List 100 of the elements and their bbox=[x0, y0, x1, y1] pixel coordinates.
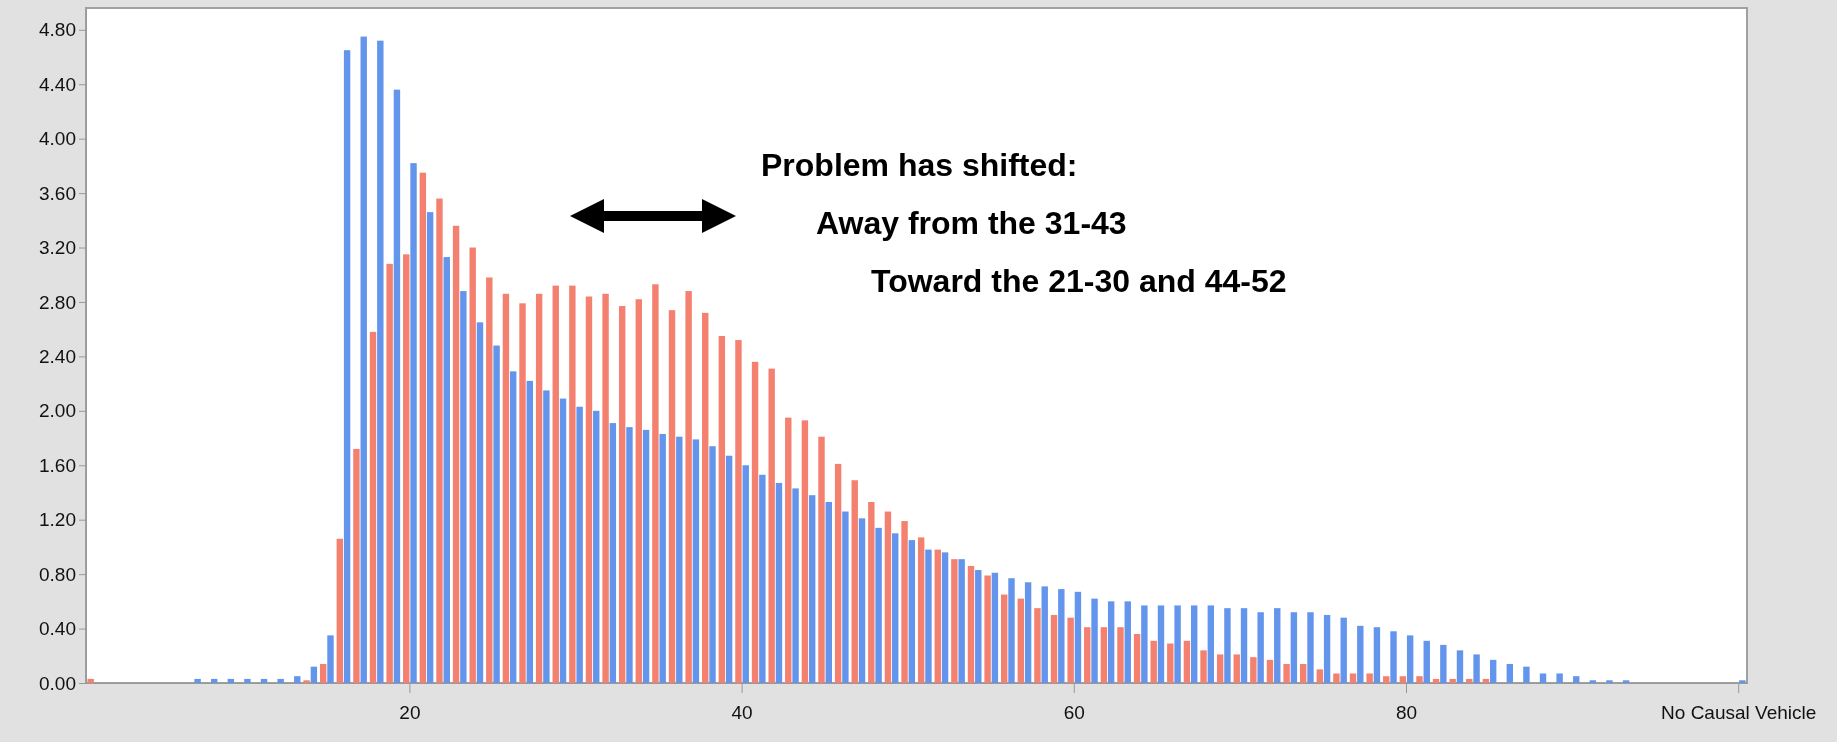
bar bbox=[87, 678, 94, 683]
bar bbox=[244, 678, 251, 683]
bar bbox=[1250, 657, 1257, 683]
annotation: Problem has shifted: bbox=[761, 147, 1078, 183]
bar bbox=[735, 340, 742, 683]
bar bbox=[486, 277, 493, 683]
bar bbox=[685, 291, 692, 683]
bar bbox=[626, 427, 633, 683]
bar bbox=[1117, 627, 1124, 683]
bar bbox=[1041, 586, 1048, 683]
bar bbox=[1233, 654, 1240, 683]
bar bbox=[502, 293, 510, 683]
y-tick-label: 2.40 bbox=[39, 345, 76, 367]
bar bbox=[1357, 625, 1364, 683]
bar bbox=[1373, 627, 1381, 683]
bar bbox=[718, 335, 726, 683]
bar bbox=[1150, 640, 1157, 683]
bar bbox=[792, 488, 799, 683]
bar bbox=[975, 570, 982, 683]
bar bbox=[834, 463, 842, 683]
bar bbox=[585, 296, 593, 683]
bar bbox=[1133, 634, 1141, 683]
bar bbox=[1034, 608, 1041, 683]
bar bbox=[1107, 601, 1115, 683]
bar bbox=[659, 433, 666, 683]
bar bbox=[303, 680, 310, 683]
bar bbox=[884, 511, 892, 683]
bar bbox=[785, 417, 792, 683]
bar bbox=[1506, 663, 1513, 683]
bar bbox=[1539, 673, 1547, 683]
bar bbox=[211, 678, 218, 683]
bar bbox=[618, 306, 626, 683]
bar bbox=[1466, 678, 1473, 683]
bar bbox=[593, 410, 600, 683]
y-tick-label: 2.00 bbox=[39, 400, 76, 422]
x-tick-label: 60 bbox=[1063, 701, 1085, 723]
bar bbox=[410, 163, 417, 683]
x-tick-label: 80 bbox=[1395, 701, 1418, 723]
bar bbox=[1100, 627, 1108, 683]
bar bbox=[1440, 644, 1447, 683]
y-tick-label: 3.60 bbox=[39, 182, 76, 204]
bar bbox=[868, 502, 875, 683]
bar bbox=[934, 549, 941, 683]
bar bbox=[576, 406, 583, 683]
bar bbox=[393, 89, 401, 683]
bar bbox=[1573, 676, 1580, 683]
bar bbox=[1167, 643, 1174, 683]
bar bbox=[1207, 605, 1215, 683]
bar bbox=[1406, 635, 1414, 683]
bar bbox=[1383, 676, 1390, 683]
bar bbox=[1390, 631, 1397, 683]
annotation: Toward the 21-30 and 44-52 bbox=[871, 263, 1287, 299]
bar bbox=[569, 285, 576, 683]
y-tick-label: 4.00 bbox=[39, 128, 76, 150]
y-tick-label: 3.20 bbox=[39, 237, 76, 259]
bar bbox=[1074, 591, 1082, 683]
bar bbox=[476, 322, 484, 683]
bar bbox=[709, 446, 716, 683]
bar bbox=[1174, 605, 1181, 683]
bar bbox=[702, 312, 709, 683]
bar bbox=[526, 380, 534, 683]
bar bbox=[602, 293, 609, 683]
bar bbox=[320, 663, 327, 683]
bar bbox=[984, 575, 991, 683]
y-tick-label: 1.60 bbox=[39, 454, 76, 476]
bar bbox=[1124, 601, 1131, 683]
bar bbox=[1432, 678, 1440, 683]
bar bbox=[1307, 612, 1314, 683]
bar bbox=[535, 293, 543, 683]
x-tick-label: 40 bbox=[731, 701, 753, 723]
bar bbox=[1084, 627, 1091, 683]
bar bbox=[443, 257, 450, 683]
bar bbox=[958, 559, 965, 683]
bar bbox=[851, 480, 858, 683]
bar bbox=[901, 521, 908, 683]
bar bbox=[1224, 608, 1231, 683]
bar bbox=[908, 540, 916, 683]
y-tick-label: 0.00 bbox=[39, 672, 76, 694]
bar bbox=[1017, 598, 1025, 683]
bar bbox=[775, 482, 783, 683]
bar bbox=[277, 678, 284, 683]
bar bbox=[652, 284, 659, 683]
bar bbox=[967, 565, 975, 683]
bar bbox=[1091, 598, 1098, 683]
bar bbox=[1416, 676, 1423, 683]
y-tick-label: 2.80 bbox=[39, 291, 76, 313]
bar bbox=[768, 368, 775, 683]
bar bbox=[1449, 678, 1456, 683]
bar bbox=[692, 439, 700, 683]
y-tick-label: 4.80 bbox=[39, 19, 76, 41]
bar bbox=[294, 676, 301, 683]
bar bbox=[419, 172, 427, 683]
bar bbox=[825, 502, 832, 683]
bar bbox=[1200, 650, 1207, 683]
bar bbox=[336, 538, 344, 683]
bar bbox=[327, 635, 334, 683]
bar bbox=[842, 511, 849, 683]
bar bbox=[1157, 605, 1165, 683]
bar bbox=[1589, 680, 1597, 683]
bar bbox=[1067, 617, 1074, 683]
